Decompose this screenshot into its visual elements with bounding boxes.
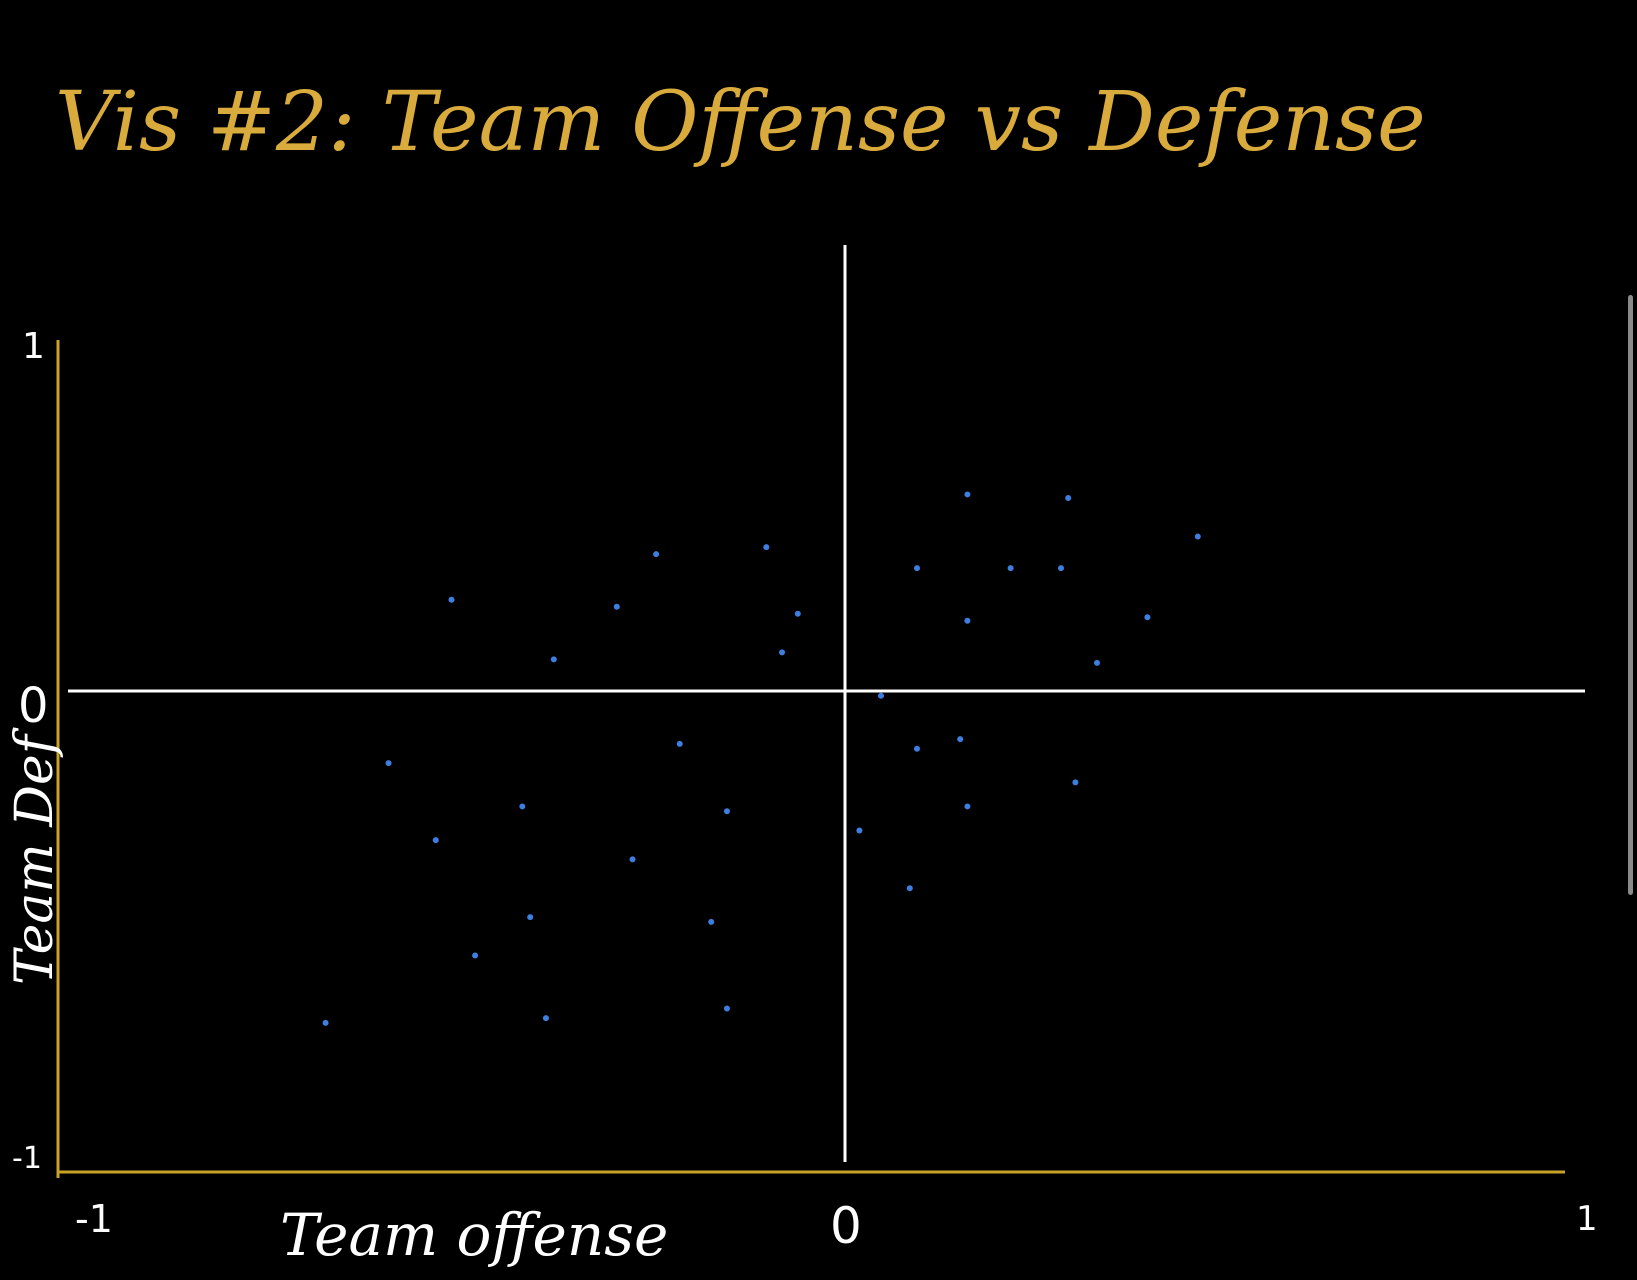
y-tick-label-zero: 0	[18, 678, 49, 734]
scatter-point	[1072, 779, 1079, 786]
scatter-point	[1007, 565, 1014, 572]
x-tick-label-min: -1	[75, 1197, 113, 1241]
scatter-point	[763, 544, 770, 551]
scatter-point	[914, 745, 920, 752]
scatter-point	[519, 803, 526, 810]
scatter-point	[550, 656, 557, 663]
scatter-point	[527, 914, 534, 921]
scatter-point	[1194, 533, 1201, 540]
y-tick-label-max: 1	[22, 326, 45, 367]
scatter-point	[723, 1005, 730, 1012]
scatter-point	[708, 918, 715, 925]
scatter-point	[653, 551, 660, 558]
x-tick-label-max: 1	[1576, 1199, 1598, 1239]
scatter-point	[1144, 614, 1151, 621]
scatter-point	[794, 610, 801, 617]
scatter-point	[432, 837, 439, 844]
vertical-scrollbar[interactable]	[1628, 295, 1633, 895]
scatter-point	[914, 565, 920, 572]
chart-title: Vis #2: Team Offense vs Defense	[55, 75, 1426, 170]
scatter-point	[856, 827, 863, 834]
scatter-point	[542, 1015, 549, 1022]
scatter-point	[878, 692, 884, 699]
scatter-point	[613, 603, 620, 610]
scatter-point	[322, 1019, 329, 1026]
scatter-point	[1065, 494, 1072, 501]
scatter-point	[964, 617, 971, 624]
scatter-point	[448, 596, 455, 603]
x-axis-label: Team offense	[280, 1201, 668, 1269]
y-axis-label: Team Def	[5, 727, 65, 985]
scatter-point	[1094, 659, 1100, 666]
scatter-point	[1058, 565, 1064, 572]
scatter-point	[964, 491, 971, 498]
scatter-point	[906, 885, 913, 892]
scatter-point	[385, 760, 392, 767]
scatter-point	[676, 740, 683, 747]
scatter-point	[779, 649, 786, 656]
scatter-point	[723, 808, 730, 815]
scatter-point	[472, 952, 479, 959]
scatter-point	[964, 803, 971, 810]
scatter-point	[629, 856, 636, 863]
y-tick-label-min: -1	[12, 1141, 42, 1176]
x-tick-label-zero: 0	[830, 1197, 862, 1255]
scatter-points	[322, 491, 1201, 1026]
scatter-point	[957, 736, 964, 743]
